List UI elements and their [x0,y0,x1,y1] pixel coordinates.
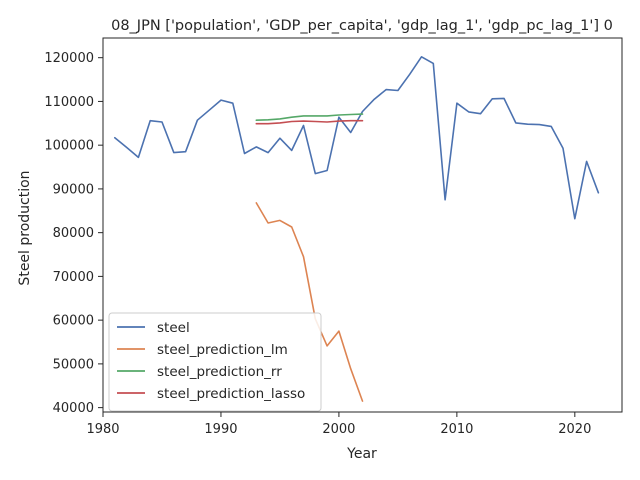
y-tick-label: 110000 [44,95,94,110]
series-line-steel-prediction-lm [255,202,364,402]
y-tick-label: 50000 [53,357,94,372]
chart-title: 08_JPN ['population', 'GDP_per_capita', … [111,18,613,34]
legend-label: steel [157,320,190,336]
x-tick-label: 1990 [204,422,237,437]
x-tick-label: 2010 [440,422,473,437]
y-tick-label: 100000 [44,139,94,154]
x-tick-label: 1980 [86,422,119,437]
x-tick-label: 2000 [322,422,355,437]
plot-series [114,55,600,402]
x-axis-ticks: 1980 1990 2000 2010 2020 [86,412,591,437]
series-line-steel [114,55,600,220]
y-axis-title: Steel production [17,170,33,285]
legend-box [108,312,322,412]
y-tick-label: 70000 [53,270,94,285]
plot-frame [102,37,623,413]
y-tick-label: 90000 [53,182,94,197]
series-line-steel-prediction-lasso [255,119,364,125]
y-tick-label: 80000 [53,226,94,241]
legend: steel steel_prediction_lm steel_prediction… [108,312,322,412]
y-axis-ticks: 40000 50000 60000 70000 80000 90000 100000 1100… [44,51,103,416]
x-tick-label: 2020 [558,422,591,437]
x-axis-title: Year [346,446,377,462]
legend-label: steel_prediction_rr [157,364,282,380]
series-line-steel-prediction-rr [255,113,364,121]
y-tick-label: 60000 [53,314,94,329]
legend-label: steel_prediction_lm [157,342,288,358]
y-tick-label: 120000 [44,51,94,66]
y-tick-label: 40000 [53,401,94,416]
legend-label: steel_prediction_lasso [157,386,305,402]
